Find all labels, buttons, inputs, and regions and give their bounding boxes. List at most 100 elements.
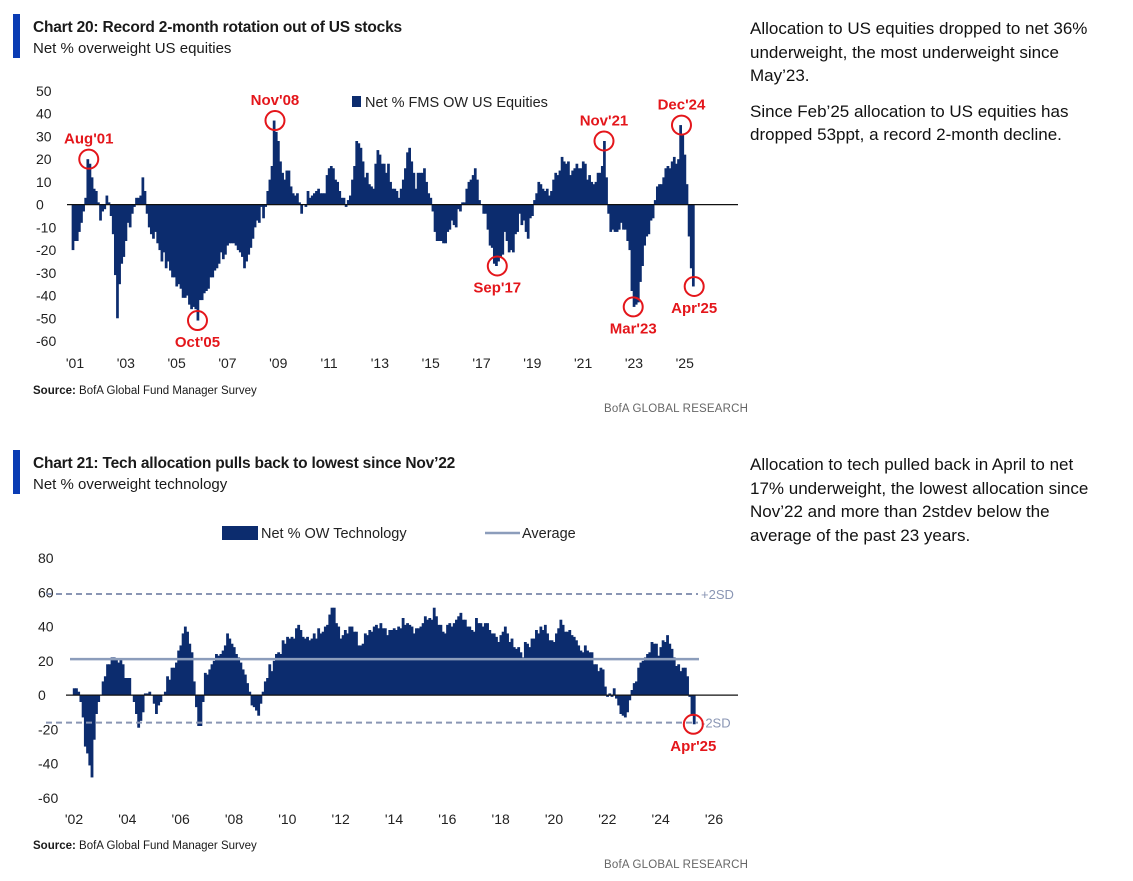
chart21-bar-242 <box>608 693 612 696</box>
chart20-bar-251 <box>603 141 606 205</box>
chart20-bar-10 <box>92 188 96 205</box>
chart21-bar-49 <box>179 645 183 696</box>
chart21-bar-43 <box>166 676 169 696</box>
chart21-bar-267 <box>663 642 667 696</box>
chart20-bar-139 <box>365 172 369 205</box>
chart20-ytick-9: -40 <box>36 288 56 304</box>
chart20-bar-45 <box>166 204 170 262</box>
chart20-bar-48 <box>173 204 176 278</box>
chart21-xtick-6: '14 <box>385 811 403 827</box>
chart20-bar-238 <box>575 163 579 205</box>
chart20-annotation-label-3: Sep'17 <box>473 280 521 297</box>
chart20-annotation-label-7: Apr'25 <box>671 300 717 317</box>
chart20-bar-266 <box>634 204 638 305</box>
chart20-bar-38 <box>152 204 155 239</box>
chart21-bar-53 <box>188 643 192 696</box>
chart21-bar-38 <box>155 695 158 714</box>
chart21-bar-181 <box>472 631 476 696</box>
chart21-bar-254 <box>635 681 638 696</box>
chart20-bar-267 <box>636 204 640 303</box>
chart20-xtick-3: '07 <box>218 355 236 371</box>
chart20-bar-196 <box>486 204 490 230</box>
chart20-bar-49 <box>175 204 179 287</box>
chart20-bar-68 <box>215 204 219 269</box>
chart21-annotation-label-0: Apr'25 <box>670 738 716 755</box>
chart20-bar-253 <box>607 204 611 214</box>
chart20-bar-156 <box>401 179 405 205</box>
chart21-bar-175 <box>459 612 463 696</box>
chart20-bar-290 <box>685 184 689 205</box>
chart20-bar-212 <box>520 204 524 226</box>
chart21-bar-171 <box>450 626 454 696</box>
chart21-bar-12 <box>97 695 101 702</box>
chart21-bar-261 <box>650 642 654 696</box>
chart20-bar-43 <box>162 204 166 253</box>
chart21-bar-155 <box>415 628 418 696</box>
chart20-bar-129 <box>344 204 348 207</box>
chart20-bar-149 <box>387 163 390 205</box>
chart21-bar-24 <box>123 678 127 696</box>
chart20-bar-77 <box>234 204 238 246</box>
chart20-bar-27 <box>128 204 132 228</box>
chart20-bar-203 <box>501 204 505 255</box>
chart20-bar-192 <box>478 200 481 205</box>
chart21-bar-62 <box>208 669 212 696</box>
chart20-bar-283 <box>670 161 674 205</box>
chart20-bar-120 <box>325 175 329 205</box>
chart21-bar-233 <box>588 652 592 696</box>
chart20-bar-24 <box>122 204 126 257</box>
chart20-bar-108 <box>300 204 304 214</box>
chart20-bar-153 <box>395 191 399 205</box>
chart20-bar-179 <box>450 204 454 221</box>
chart21-bar-179 <box>468 626 472 696</box>
chart21-bar-257 <box>641 660 645 696</box>
chart21-bar-28 <box>132 695 136 702</box>
chart21-bar-77 <box>241 669 245 696</box>
chart20-bar-73 <box>226 204 229 246</box>
chart21-bar-159 <box>423 616 427 696</box>
chart20-bar-113 <box>310 195 314 205</box>
chart21-bar-51 <box>183 626 187 696</box>
chart21-bar-202 <box>519 652 523 696</box>
chart20-bar-286 <box>677 159 680 205</box>
chart-20-source: Source: BofA Global Fund Manager Survey <box>33 385 257 397</box>
chart21-bar-197 <box>508 642 512 696</box>
chart21-bar-203 <box>521 657 525 696</box>
chart21-bar-131 <box>361 643 365 696</box>
chart20-bar-114 <box>313 193 316 205</box>
chart21-bar-190 <box>492 633 496 696</box>
chart20-bar-232 <box>562 161 566 205</box>
chart20-bar-138 <box>363 177 367 205</box>
chart21-bar-121 <box>339 638 343 696</box>
chart21-bar-243 <box>610 695 614 697</box>
chart20-ytick-7: -20 <box>36 242 56 258</box>
chart21-bar-106 <box>306 636 309 696</box>
chart21-bar-111 <box>317 628 321 696</box>
chart20-bar-277 <box>658 184 661 205</box>
chart21-bar-247 <box>619 695 623 714</box>
chart20-bar-247 <box>594 181 598 205</box>
chart21-bar-116 <box>328 614 332 696</box>
chart20-bar-164 <box>418 172 422 205</box>
chart20-bar-231 <box>560 156 564 205</box>
chart21-annotation-circle-0 <box>682 713 704 735</box>
chart21-bar-35 <box>148 691 152 696</box>
chart20-bar-84 <box>249 204 253 248</box>
chart21-bar-8 <box>88 695 92 766</box>
chart20-bar-285 <box>675 163 678 205</box>
chart20-bar-173 <box>437 204 441 241</box>
chart20-bar-75 <box>230 204 234 244</box>
chart20-legend-label: Net % FMS OW US Equities <box>365 95 548 111</box>
chart20-bar-104 <box>291 193 295 205</box>
chart20-bar-34 <box>143 191 147 205</box>
chart20-bar-189 <box>471 175 475 205</box>
chart20-bar-141 <box>370 186 373 205</box>
chart21-bar-227 <box>575 640 578 696</box>
chart21-bar-222 <box>563 631 567 696</box>
chart21-bar-176 <box>461 619 465 696</box>
chart20-bar-56 <box>190 204 193 310</box>
chart20-bar-63 <box>205 204 208 291</box>
chart20-bar-155 <box>399 188 403 205</box>
chart20-bar-52 <box>181 204 185 298</box>
chart20-bar-32 <box>139 195 143 205</box>
